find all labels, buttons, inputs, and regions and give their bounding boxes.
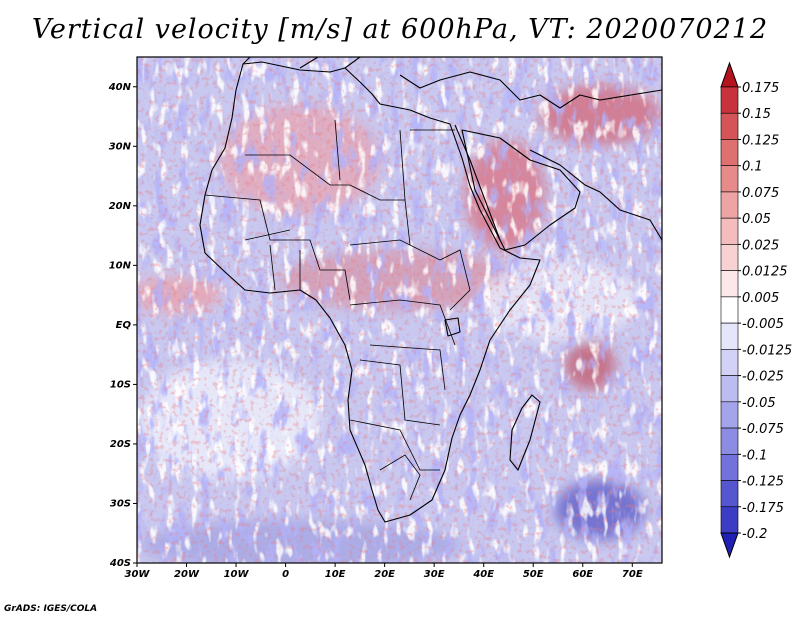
colorbar-label: -0.0125: [742, 343, 792, 358]
lon-label: 50E: [523, 569, 544, 580]
colorbar-swatch: [720, 165, 739, 193]
border-line-3: [204, 194, 351, 301]
colorbar-swatch: [720, 401, 739, 429]
border-line-4: [349, 239, 471, 311]
colorbar-label: -0.075: [742, 422, 784, 437]
lat-label: 20S: [110, 439, 131, 450]
colorbar-swatch: [720, 112, 739, 140]
colorbar-swatch: [720, 349, 739, 376]
lon-label: 70E: [622, 569, 643, 580]
map-frame: [136, 56, 663, 564]
lat-label: 40S: [109, 558, 131, 569]
lat-label: EQ: [116, 320, 132, 331]
border-line-7: [379, 454, 421, 501]
colorbar-label: 0.0125: [742, 265, 788, 280]
borders: [204, 119, 471, 501]
madagascar-coastline: [509, 394, 541, 471]
colorbar-swatch: [720, 506, 739, 534]
map-title: Vertical velocity [m/s] at 600hPa, VT: 2…: [31, 14, 769, 45]
coastlines: [199, 57, 662, 523]
longitude-axis: 30W 20W 10W 0 10E 20E 30E 40E 50E 60E 70E: [125, 563, 643, 580]
colorbar-label: 0.075: [742, 186, 779, 201]
lon-label: 10E: [325, 569, 346, 580]
colorbar-label: 0.15: [742, 107, 771, 122]
colorbar-swatch: [720, 296, 739, 324]
grads-credit: GrADS: IGES/COLA: [4, 604, 98, 614]
lon-label: 0: [282, 569, 289, 580]
border-line-5: [349, 299, 456, 391]
border-line-2: [334, 119, 455, 201]
map-plot-area: [136, 56, 663, 564]
colorbar-label: 0.025: [742, 238, 779, 253]
colorbar-top-arrow: [720, 61, 739, 88]
lat-label: 30N: [109, 141, 132, 152]
field-red-texture: [137, 57, 662, 563]
colorbar-swatch: [720, 217, 739, 245]
europe-coastline: [242, 57, 662, 109]
colorbar-swatch: [720, 322, 739, 350]
colorbar: 0.175 0.15 0.125 0.1 0.075 0.05 0.025 0.0125 0.0…: [720, 61, 792, 559]
colorbar-label: -0.125: [742, 475, 784, 490]
lon-label: 30E: [424, 569, 445, 580]
colorbar-swatch: [720, 86, 739, 114]
latitude-axis: 40N 30N 20N 10N EQ 10S 20S 30S 40S: [108, 82, 137, 569]
colorbar-label: -0.05: [742, 396, 776, 411]
lat-label: 30S: [110, 498, 131, 509]
colorbar-label: -0.005: [742, 317, 784, 332]
colorbar-label: -0.175: [742, 501, 784, 516]
red-sea-coastline: [454, 124, 501, 241]
lat-label: 40N: [108, 82, 132, 93]
lon-label: 40E: [472, 569, 494, 580]
lon-label: 30W: [125, 569, 151, 580]
border-line-8: [244, 229, 301, 291]
arabia-coastline: [461, 129, 581, 251]
colorbar-label: -0.2: [742, 527, 767, 542]
colorbar-label: -0.025: [742, 370, 784, 385]
lat-label: 10S: [110, 379, 131, 390]
lat-label: 10N: [109, 260, 132, 271]
border-line-6: [349, 359, 441, 471]
colorbar-label: -0.1: [742, 448, 767, 463]
lon-label: 10W: [224, 569, 250, 580]
colorbar-swatch: [720, 244, 739, 271]
lon-label: 20E: [374, 569, 395, 580]
colorbar-swatch: [720, 270, 739, 298]
colorbar-swatch: [720, 427, 739, 455]
lon-label: 60E: [572, 569, 593, 580]
lon-label: 20W: [174, 569, 200, 580]
colorbar-swatch: [720, 375, 739, 403]
colorbar-swatch: [720, 139, 739, 167]
africa-coastline: [199, 61, 541, 523]
colorbar-bottom-arrow: [720, 532, 739, 559]
colorbar-label: 0.125: [742, 133, 779, 148]
colorbar-swatch: [720, 480, 739, 508]
colorbar-swatch: [720, 191, 739, 219]
lat-label: 20N: [109, 201, 132, 212]
colorbar-label: 0.005: [742, 291, 779, 306]
colorbar-label: 0.05: [742, 212, 771, 227]
lake-victoria-coastline: [444, 317, 461, 337]
persian-gulf-coastline: [529, 149, 662, 241]
colorbar-label: 0.1: [742, 160, 763, 175]
colorbar-label: 0.175: [742, 81, 779, 96]
colorbar-swatch: [720, 453, 739, 481]
